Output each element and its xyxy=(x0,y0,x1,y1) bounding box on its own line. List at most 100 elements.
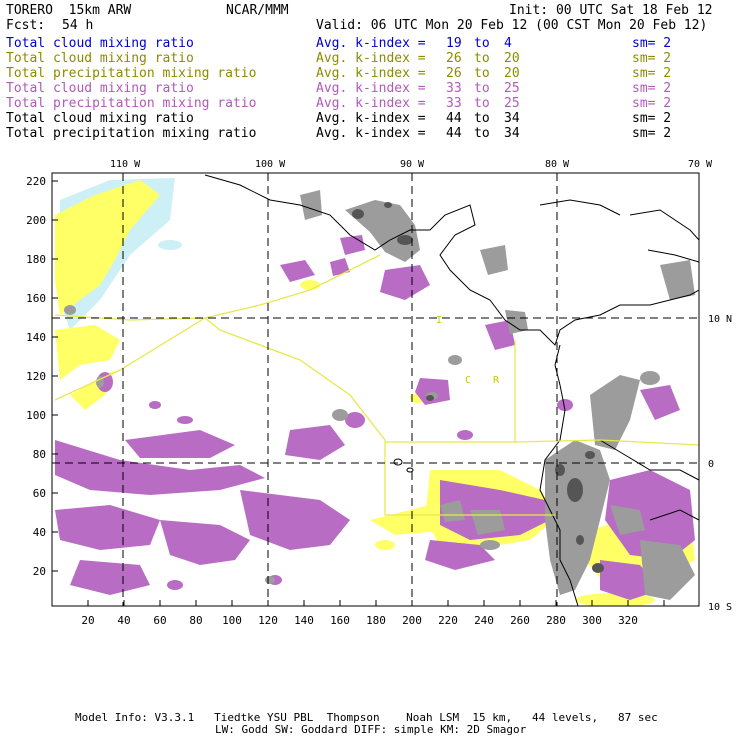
domain-boundary-lines xyxy=(54,254,699,516)
legend-field: Total precipitation mixing ratio xyxy=(6,96,257,111)
legend-sm: sm= 2 xyxy=(632,111,672,126)
lat-label: 0 xyxy=(708,459,714,470)
legend-to: 25 xyxy=(504,81,520,96)
region-label-c: C xyxy=(465,375,471,386)
y-index-label: 40 xyxy=(33,526,46,539)
x-index-label: 280 xyxy=(546,614,566,627)
lon-label: 80 W xyxy=(545,159,570,170)
legend-sm: sm= 2 xyxy=(632,126,672,141)
lat-lon-grid xyxy=(52,173,699,606)
y-index-label: 60 xyxy=(33,487,46,500)
physics-info-line: LW: Godd SW: Goddard DIFF: simple KM: 2D… xyxy=(215,723,527,736)
legend-from: 26 xyxy=(446,51,462,66)
x-index-label: 220 xyxy=(438,614,458,627)
legend-sm: sm= 2 xyxy=(632,96,672,111)
model-info-line: Model Info: V3.3.1 Tiedtke YSU PBL Thomp… xyxy=(75,711,658,724)
legend-to: 34 xyxy=(504,111,520,126)
gray-areas xyxy=(64,190,695,600)
legend-stat: Avg. k-index = xyxy=(316,81,426,96)
legend-stat: Avg. k-index = xyxy=(316,66,426,81)
x-index-label: 300 xyxy=(582,614,602,627)
y-index-label: 200 xyxy=(26,214,46,227)
valid-time: Valid: 06 UTC Mon 20 Feb 12 (00 CST Mon … xyxy=(316,18,708,33)
frame-ticks xyxy=(52,180,665,606)
longitude-labels: 110 W 100 W 90 W 80 W 70 W xyxy=(110,159,713,170)
forecast-hour: 54 h xyxy=(62,18,94,33)
lon-label: 100 W xyxy=(255,159,286,170)
legend-sm: sm= 2 xyxy=(632,81,672,96)
map-field-layer xyxy=(54,174,699,606)
latitude-labels: 10 N 0 10 S xyxy=(708,314,732,613)
y-index-label: 220 xyxy=(26,175,46,188)
legend-field: Total precipitation mixing ratio xyxy=(6,126,257,141)
lon-label: 110 W xyxy=(110,159,141,170)
y-index-label: 140 xyxy=(26,331,46,344)
legend-from: 19 xyxy=(446,36,462,51)
forecast-label: Fcst: xyxy=(6,18,46,33)
legend-from: 33 xyxy=(446,81,462,96)
legend-to-word: to xyxy=(474,51,490,66)
legend-stat: Avg. k-index = xyxy=(316,51,426,66)
legend-stat: Avg. k-index = xyxy=(316,111,426,126)
y-index-label: 160 xyxy=(26,292,46,305)
y-index-label: 100 xyxy=(26,409,46,422)
legend-to-word: to xyxy=(474,81,490,96)
legend-stat: Avg. k-index = xyxy=(316,36,426,51)
x-index-label: 180 xyxy=(366,614,386,627)
legend-to-word: to xyxy=(474,96,490,111)
lon-label: 70 W xyxy=(688,159,713,170)
legend-to: 20 xyxy=(504,66,520,81)
y-index-labels: 220 200 180 160 140 120 100 80 60 40 20 xyxy=(26,175,46,578)
legend-from: 44 xyxy=(446,126,462,141)
region-label-i: I xyxy=(436,315,442,326)
dark-gray-cores xyxy=(352,202,604,573)
legend-to: 20 xyxy=(504,51,520,66)
legend-stat: Avg. k-index = xyxy=(316,96,426,111)
legend-field: Total cloud mixing ratio xyxy=(6,51,194,66)
x-index-label: 260 xyxy=(510,614,530,627)
x-index-label: 80 xyxy=(189,614,202,627)
x-index-label: 20 xyxy=(81,614,94,627)
y-index-label: 120 xyxy=(26,370,46,383)
y-index-label: 20 xyxy=(33,565,46,578)
legend-from: 44 xyxy=(446,111,462,126)
x-index-label: 40 xyxy=(117,614,130,627)
x-index-label: 320 xyxy=(618,614,638,627)
y-index-label: 180 xyxy=(26,253,46,266)
center-name: NCAR/MMM xyxy=(226,3,289,18)
x-index-labels: 20 40 60 80 100 120 140 160 180 200 220 … xyxy=(81,614,638,627)
x-index-label: 240 xyxy=(474,614,494,627)
lon-label: 90 W xyxy=(400,159,425,170)
legend-from: 33 xyxy=(446,96,462,111)
model-name: TORERO 15km ARW xyxy=(6,3,132,18)
legend-field: Total cloud mixing ratio xyxy=(6,111,194,126)
x-index-label: 100 xyxy=(222,614,242,627)
legend-field: Total cloud mixing ratio xyxy=(6,36,194,51)
legend-sm: sm= 2 xyxy=(632,51,672,66)
coastlines xyxy=(204,174,699,606)
legend-sm: sm= 2 xyxy=(632,36,672,51)
lat-label: 10 N xyxy=(708,314,732,325)
legend-stat: Avg. k-index = xyxy=(316,126,426,141)
legend-to-word: to xyxy=(474,36,490,51)
legend-from: 26 xyxy=(446,66,462,81)
lat-label: 10 S xyxy=(708,602,732,613)
x-index-label: 140 xyxy=(294,614,314,627)
x-index-label: 200 xyxy=(402,614,422,627)
legend-to: 25 xyxy=(504,96,520,111)
legend-to-word: to xyxy=(474,66,490,81)
x-index-label: 60 xyxy=(153,614,166,627)
legend-field: Total cloud mixing ratio xyxy=(6,81,194,96)
legend-to-word: to xyxy=(474,111,490,126)
x-index-label: 160 xyxy=(330,614,350,627)
x-index-label: 120 xyxy=(258,614,278,627)
init-time: Init: 00 UTC Sat 18 Feb 12 xyxy=(509,3,713,18)
legend-to: 34 xyxy=(504,126,520,141)
legend-to-word: to xyxy=(474,126,490,141)
legend-field: Total precipitation mixing ratio xyxy=(6,66,257,81)
legend-sm: sm= 2 xyxy=(632,66,672,81)
region-label-r: R xyxy=(493,375,500,386)
y-index-label: 80 xyxy=(33,448,46,461)
legend-to: 4 xyxy=(504,36,512,51)
